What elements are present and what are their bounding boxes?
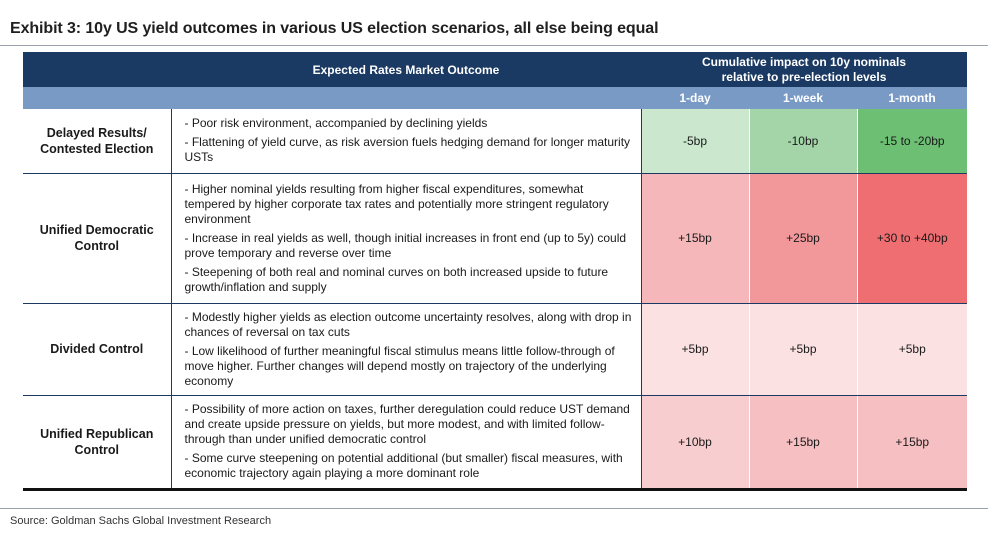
outcome-bullet: - Higher nominal yields resulting from h…: [184, 181, 609, 226]
value-1-month: +5bp: [856, 303, 968, 396]
value-1-week: +15bp: [748, 395, 857, 491]
table-row: Unified Democratic Control - Higher nomi…: [23, 173, 968, 304]
outcome-bullet: - Flattening of yield curve, as risk ave…: [184, 135, 631, 165]
yield-outcomes-table: Expected Rates Market Outcome Cumulative…: [23, 52, 968, 491]
value-1-week: -10bp: [748, 109, 857, 174]
header-impact: Cumulative impact on 10y nominals relati…: [641, 52, 968, 87]
scenario-cell: Unified Democratic Control: [23, 173, 172, 304]
value-1-month: +30 to +40bp: [856, 173, 968, 304]
scenario-label: Control: [74, 442, 119, 457]
outcome-cell: - Possibility of more action on taxes, f…: [171, 395, 642, 491]
outcome-bullet: - Low likelihood of further meaningful f…: [184, 343, 615, 388]
scenario-label: Unified Democratic: [39, 223, 154, 237]
table-row: Unified Republican Control - Possibility…: [23, 395, 968, 491]
outcome-cell: - Higher nominal yields resulting from h…: [171, 173, 642, 304]
outcome-bullet: - Poor risk environment, accompanied by …: [184, 116, 488, 131]
header-impact-line2: relative to pre-election levels: [721, 69, 887, 84]
value-1-week: +25bp: [748, 173, 857, 304]
exhibit-title: Exhibit 3: 10y US yield outcomes in vari…: [10, 20, 659, 37]
scenario-cell: Unified Republican Control: [23, 395, 172, 491]
value-1-week: +5bp: [748, 303, 857, 396]
outcome-bullet: - Steepening of both real and nominal cu…: [184, 264, 609, 294]
table-row: Delayed Results/ Contested Election - Po…: [23, 109, 968, 174]
period-1-month: 1-month: [857, 87, 968, 109]
header-scenario-cell: [23, 52, 171, 87]
value-1-month: +15bp: [856, 395, 968, 491]
subheader-blank-1: [23, 87, 171, 109]
scenario-label: Unified Republican: [40, 426, 154, 441]
period-1-week: 1-week: [749, 87, 857, 109]
scenario-label: Contested Election: [40, 141, 154, 156]
value-1-day: +10bp: [640, 395, 749, 491]
scenario-label: Delayed Results/: [46, 125, 147, 140]
value-1-day: +15bp: [640, 173, 749, 304]
period-1-day: 1-day: [641, 87, 749, 109]
value-1-day: +5bp: [640, 303, 749, 396]
source-divider: [0, 508, 988, 509]
subheader-blank-2: [171, 87, 641, 109]
scenario-label: Divided Control: [50, 342, 144, 356]
title-divider: [0, 45, 988, 46]
source-note: Source: Goldman Sachs Global Investment …: [10, 515, 272, 527]
outcome-bullet: - Increase in real yields as well, thoug…: [184, 230, 627, 260]
header-impact-line1: Cumulative impact on 10y nominals: [701, 54, 907, 69]
outcome-bullet: - Some curve steepening on potential add…: [184, 451, 623, 480]
value-1-month: -15 to -20bp: [856, 109, 968, 174]
table-row: Divided Control - Modestly higher yields…: [23, 303, 968, 396]
outcome-cell: - Poor risk environment, accompanied by …: [171, 109, 642, 174]
scenario-cell: Delayed Results/ Contested Election: [23, 109, 172, 174]
scenario-cell: Divided Control: [23, 303, 172, 396]
header-outcome: Expected Rates Market Outcome: [171, 52, 641, 87]
outcome-bullet: - Possibility of more action on taxes, f…: [184, 402, 630, 446]
scenario-label: Control: [74, 239, 119, 253]
outcome-cell: - Modestly higher yields as election out…: [171, 303, 642, 396]
outcome-bullet: - Modestly higher yields as election out…: [184, 309, 632, 339]
value-1-day: -5bp: [640, 109, 749, 174]
